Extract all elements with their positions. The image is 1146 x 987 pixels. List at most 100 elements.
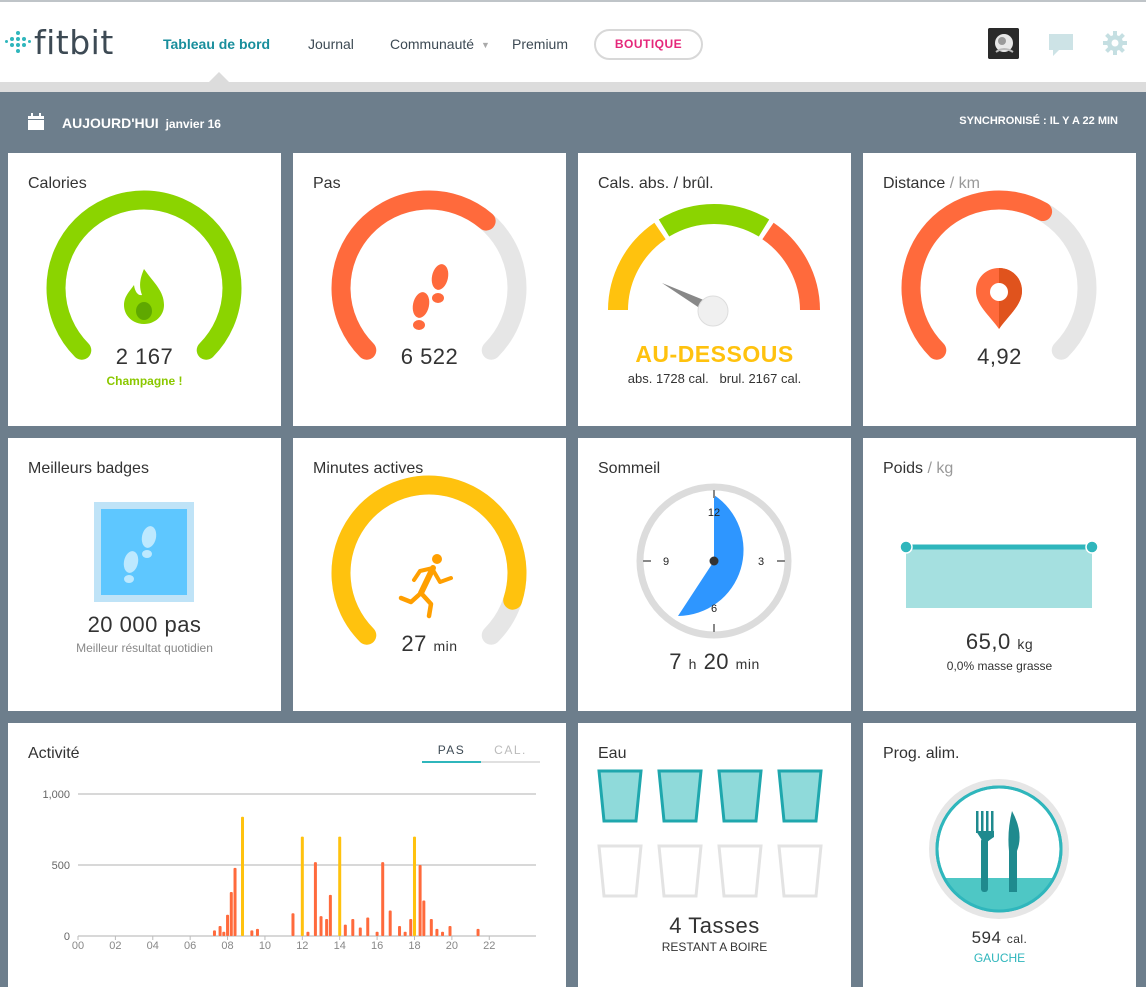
badges-title: Meilleurs badges	[28, 460, 149, 477]
steps-gauge	[331, 190, 527, 360]
cals-balance-title: Cals. abs. / brûl.	[598, 175, 714, 192]
badge-note: Meilleur résultat quotidien	[76, 641, 213, 655]
water-title: Eau	[598, 745, 627, 762]
flame-icon	[124, 269, 164, 324]
cals-balance-tile[interactable]: Cals. abs. / brûl. AU-DESSOUS abs. 1728 …	[578, 153, 851, 426]
chat-icon[interactable]	[1047, 32, 1075, 63]
nav-journal[interactable]: Journal	[308, 36, 354, 52]
weight-unit: / kg	[927, 460, 954, 477]
chevron-down-icon[interactable]: ▼	[481, 40, 490, 50]
nav-premium[interactable]: Premium	[512, 36, 569, 52]
food-plate	[929, 779, 1069, 919]
distance-tile[interactable]: Distance / km 4,92	[863, 153, 1136, 426]
activity-bar	[448, 926, 452, 936]
balance-gauge	[608, 204, 820, 327]
active-minutes-tile[interactable]: Minutes actives 27 min	[293, 438, 566, 711]
clock-label-9: 9	[663, 556, 669, 568]
activity-bar	[319, 916, 323, 936]
avatar-image	[988, 28, 1019, 59]
food-value: 594 cal.	[863, 928, 1136, 948]
weight-note: 0,0% masse grasse	[946, 659, 1053, 673]
active-minutes-gauge	[331, 475, 527, 645]
calories-note: Champagne !	[106, 374, 183, 388]
activity-bar	[412, 836, 416, 936]
food-tile[interactable]: Prog. alim. 594 cal. GAUCHE	[863, 723, 1136, 987]
activity-bar	[398, 926, 402, 936]
water-cup-empty-icon[interactable]	[597, 844, 643, 898]
water-cup-empty-icon[interactable]	[657, 844, 703, 898]
badge-value: 20 000 pas	[87, 612, 202, 637]
activity-bar	[229, 891, 233, 936]
activity-bar	[375, 931, 379, 936]
activity-bar	[255, 928, 259, 936]
header: fitbit Tableau de bord Journal Communaut…	[0, 2, 1146, 82]
date-label[interactable]: AUJOURD'HUI janvier 16	[62, 115, 221, 131]
fitbit-logo[interactable]: fitbit	[5, 22, 114, 62]
activity-bar	[403, 931, 407, 936]
activity-bar	[422, 900, 426, 936]
avatar[interactable]	[988, 28, 1019, 59]
food-note: GAUCHE	[973, 951, 1026, 965]
x-tick-label: 08	[221, 940, 233, 952]
y-tick-label: 500	[52, 860, 70, 872]
tab-calories[interactable]: CAL.	[481, 743, 540, 763]
activity-bar	[306, 931, 310, 936]
x-tick-label: 20	[446, 940, 458, 952]
sleep-minutes: 20	[703, 649, 730, 674]
clock-label-6: 6	[711, 603, 717, 615]
water-cup-filled-icon[interactable]	[717, 769, 763, 823]
water-cup-filled-icon[interactable]	[657, 769, 703, 823]
water-cup-filled-icon[interactable]	[597, 769, 643, 823]
food-number: 594	[971, 928, 1002, 947]
steps-tile[interactable]: Pas 6 522	[293, 153, 566, 426]
active-minutes-number: 27	[401, 631, 427, 656]
balance-status: AU-DESSOUS	[635, 341, 794, 367]
tab-steps[interactable]: PAS	[422, 743, 481, 763]
activity-bar	[300, 836, 304, 936]
x-tick-label: 10	[259, 940, 271, 952]
calories-value: 2 167	[115, 344, 174, 369]
calories-title: Calories	[28, 175, 87, 192]
boutique-button[interactable]: BOUTIQUE	[594, 29, 703, 60]
x-tick-label: 22	[483, 940, 495, 952]
x-tick-label: 00	[72, 940, 84, 952]
date-bar: AUJOURD'HUI janvier 16 SYNCHRONISÉ : IL …	[0, 92, 1146, 150]
badges-tile[interactable]: Meilleurs badges 20 000 pas Meilleur rés…	[8, 438, 281, 711]
activity-bar	[241, 816, 245, 936]
activity-tile[interactable]: Activité PAS CAL. 0 500 1,000 00 02 04 06 08 10 1…	[8, 723, 566, 987]
activity-bar	[233, 867, 237, 936]
activity-bar	[366, 917, 370, 936]
weight-title-text: Poids	[883, 460, 924, 477]
x-tick-label: 06	[184, 940, 196, 952]
nav-dashboard[interactable]: Tableau de bord	[163, 36, 271, 52]
active-minutes-unit: min	[433, 638, 458, 654]
top-border	[0, 0, 1146, 2]
activity-bar	[441, 931, 445, 936]
nav-community[interactable]: Communauté	[390, 36, 475, 52]
activity-bar	[343, 924, 347, 936]
header-shadow	[0, 82, 1146, 92]
water-cups	[597, 769, 823, 898]
weight-tile[interactable]: Poids / kg 65,0 kg 0,0% masse grasse	[863, 438, 1136, 711]
food-title: Prog. alim.	[883, 745, 960, 762]
x-tick-label: 04	[147, 940, 159, 952]
activity-chart: 0 500 1,000 00 02 04 06 08 10 12 14 16 18 20 22	[42, 789, 536, 952]
x-tick-label: 16	[371, 940, 383, 952]
activity-bar	[212, 930, 216, 936]
calories-tile[interactable]: Calories 2 167 Champagne !	[8, 153, 281, 426]
badge-image	[94, 502, 194, 602]
water-cup-empty-icon[interactable]	[777, 844, 823, 898]
water-cup-filled-icon[interactable]	[777, 769, 823, 823]
sleep-hours-unit: h	[688, 656, 697, 672]
water-tile[interactable]: Eau 4 Tasses RESTANT A BOIRE	[578, 723, 851, 987]
sleep-tile[interactable]: Sommeil 12 3 6 9 7 h 20 min	[578, 438, 851, 711]
distance-gauge	[901, 190, 1097, 360]
calendar-icon[interactable]	[27, 113, 45, 136]
activity-bar	[250, 930, 254, 936]
weight-title: Poids / kg	[883, 460, 953, 478]
sync-status: SYNCHRONISÉ : IL Y A 22 MIN	[959, 115, 1118, 127]
steps-value: 6 522	[400, 344, 459, 369]
gear-icon[interactable]	[1102, 30, 1128, 61]
weight-value: 65,0 kg	[863, 629, 1136, 655]
water-cup-empty-icon[interactable]	[717, 844, 763, 898]
